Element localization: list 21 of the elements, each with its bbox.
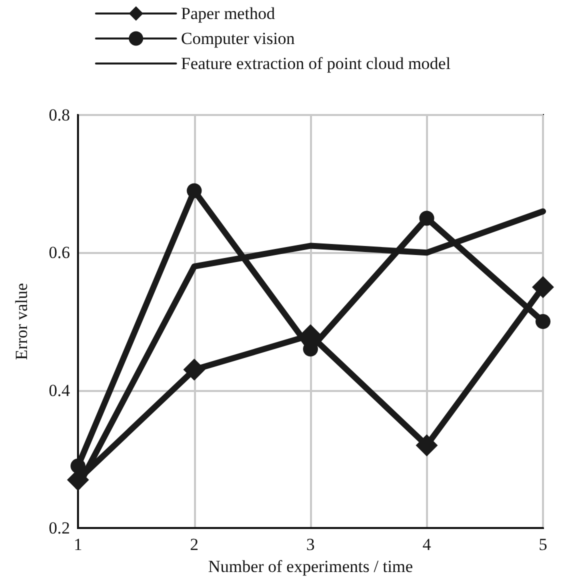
y-tick-label: 0.6	[48, 243, 70, 262]
point	[419, 210, 434, 226]
point	[536, 314, 550, 329]
y-tick-label: 0.4	[48, 380, 70, 400]
point	[532, 276, 554, 298]
point	[70, 458, 86, 474]
x-tick-label: 5	[538, 535, 548, 554]
point	[183, 358, 206, 381]
legend-label: Paper method	[181, 4, 276, 23]
x-tick-label: 3	[306, 535, 315, 554]
legend-label: Computer vision	[181, 29, 296, 48]
point	[416, 434, 438, 456]
y-tick-label: 0.8	[48, 106, 70, 124]
x-axis-title: Number of experiments / time	[208, 556, 413, 576]
point	[186, 183, 202, 198]
x-tick-label: 2	[190, 535, 198, 554]
y-axis-title: Error value	[12, 283, 31, 360]
legend-label: Feature extraction of point cloud model	[181, 54, 451, 73]
y-tick-label: 0.2	[48, 518, 70, 538]
x-tick-label: 4	[422, 535, 432, 554]
x-tick-label: 1	[74, 535, 82, 554]
